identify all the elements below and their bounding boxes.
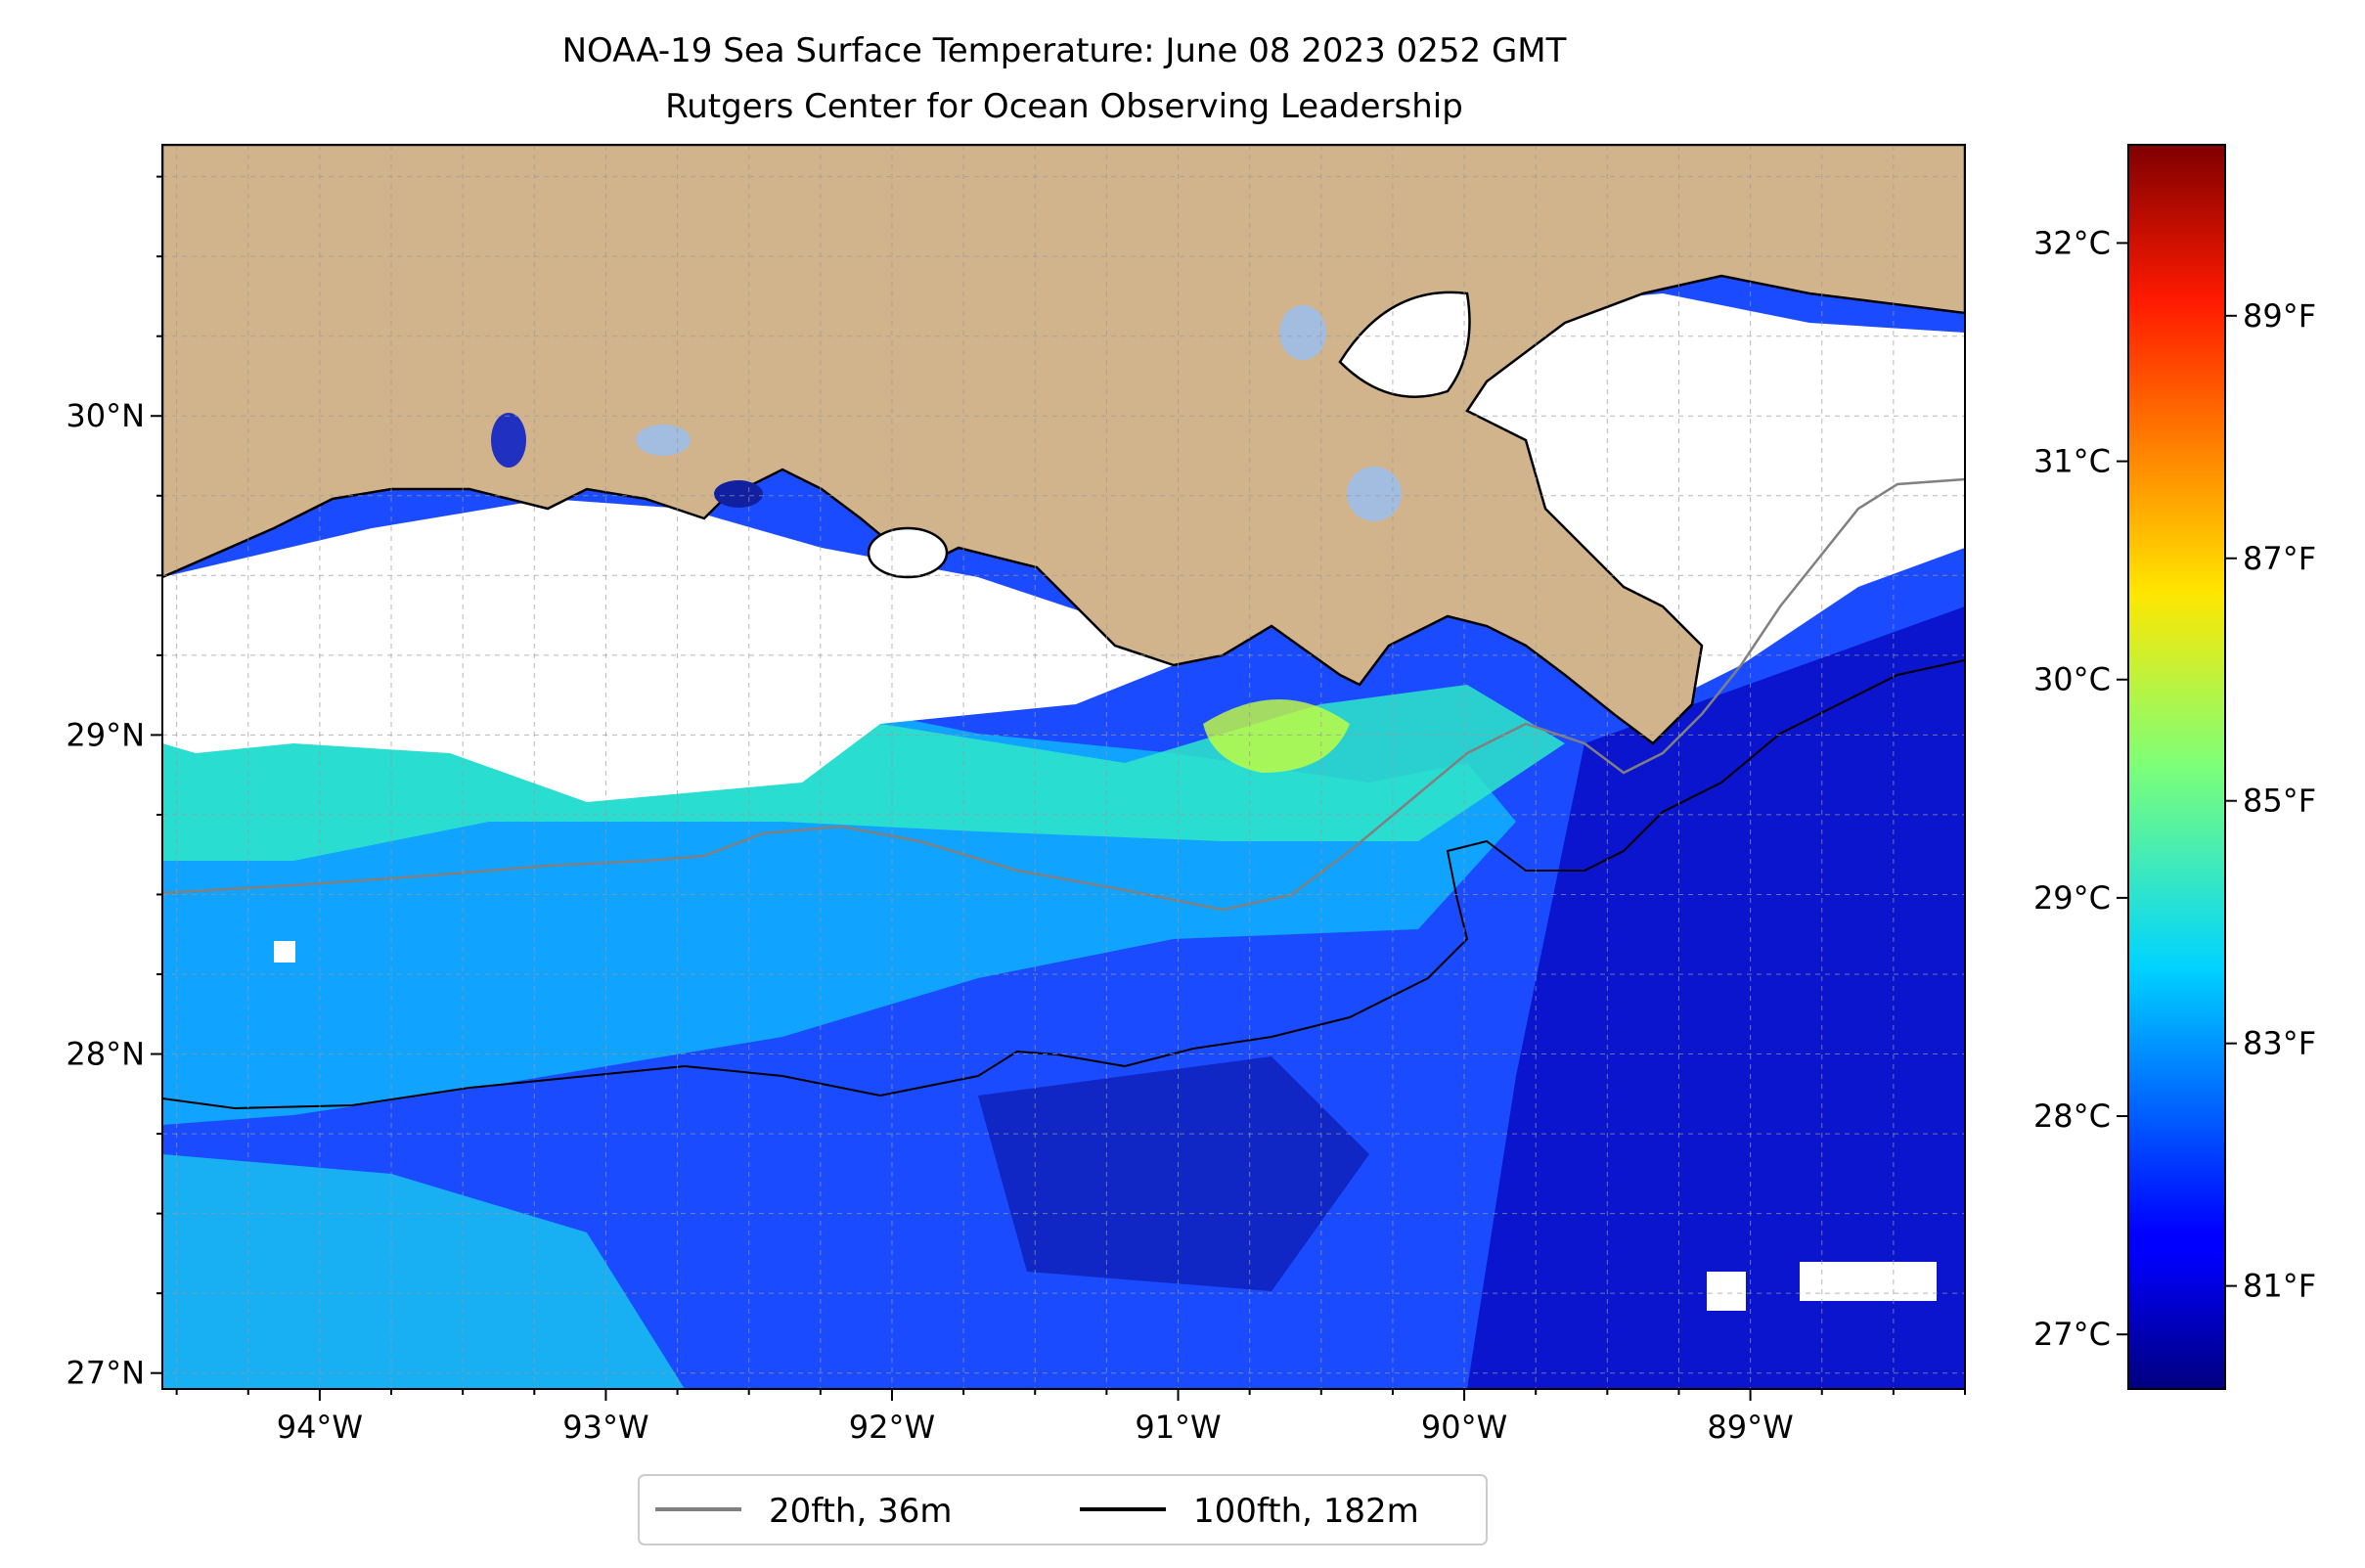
colorbar-fahrenheit-label: 83°F <box>2243 1025 2316 1062</box>
lon-tick-label: 90°W <box>1421 1409 1507 1446</box>
colorbar-fahrenheit-label: 87°F <box>2243 540 2316 577</box>
latitude-axis: 27°N 28°N 29°N 30°N <box>66 175 162 1392</box>
lake-pontchartrain <box>1338 291 1471 398</box>
inland-lakes <box>491 291 1471 579</box>
title-line-2: Rutgers Center for Ocean Observing Leade… <box>665 87 1463 126</box>
sst-central-dark <box>978 1056 1369 1291</box>
lat-tick-label: 28°N <box>66 1036 145 1073</box>
colorbar-fahrenheit-label: 85°F <box>2243 783 2316 820</box>
colorbar-fahrenheit-label: 81°F <box>2243 1268 2316 1305</box>
lat-tick-label: 30°N <box>66 397 145 434</box>
cloud-patch-small <box>274 941 295 963</box>
colorbar: 27°C 28°C 29°C 30°C 31°C 32°C 81°F 83°F 85°F 87°… <box>2033 144 2316 1390</box>
colorbar-celsius-label: 32°C <box>2033 224 2111 261</box>
sst-east-dark <box>1467 606 1965 1389</box>
legend-label-20fth: 20fth, 36m <box>769 1492 953 1531</box>
lake-inland-3 <box>714 480 763 508</box>
title-line-1: NOAA-19 Sea Surface Temperature: June 08… <box>562 31 1567 70</box>
legend-label-100fth: 100fth, 182m <box>1193 1492 1419 1531</box>
colorbar-celsius-label: 28°C <box>2033 1098 2111 1135</box>
map-area <box>162 145 1965 1389</box>
colorbar-fahrenheit-ticks: 81°F 83°F 85°F 87°F 89°F <box>2225 297 2316 1305</box>
colorbar-celsius-label: 30°C <box>2033 661 2111 698</box>
colorbar-celsius-label: 31°C <box>2033 443 2111 480</box>
contour-20fth <box>162 477 1965 912</box>
map-gridlines <box>162 145 1965 1389</box>
colorbar-celsius-ticks: 27°C 28°C 29°C 30°C 31°C 32°C <box>2033 224 2128 1353</box>
colorbar-celsius-label: 27°C <box>2033 1316 2111 1353</box>
contour-100fth <box>162 659 1965 1110</box>
lat-tick-label: 27°N <box>66 1355 145 1392</box>
lon-tick-label: 91°W <box>1135 1409 1221 1446</box>
lake-calcasieu <box>491 413 526 468</box>
lat-tick-label: 29°N <box>66 716 145 753</box>
land-mass <box>162 145 1965 745</box>
lake-maurepas <box>1279 305 1326 360</box>
map-frame <box>161 144 1966 1390</box>
lake-grand <box>867 526 949 579</box>
sst-southwest-cyan <box>162 1154 685 1389</box>
lon-tick-label: 94°W <box>277 1409 363 1446</box>
lon-tick-label: 92°W <box>849 1409 935 1446</box>
lake-inland-2 <box>636 425 691 456</box>
lake-inland-1 <box>1347 467 1402 521</box>
colorbar-fahrenheit-label: 89°F <box>2243 297 2316 335</box>
cloud-patch-south-2 <box>1707 1272 1746 1311</box>
colorbar-celsius-label: 29°C <box>2033 879 2111 917</box>
legend-box <box>638 1474 1488 1546</box>
sst-hot-spot <box>1203 699 1350 773</box>
colorbar-gradient <box>2127 144 2226 1390</box>
lon-tick-label: 89°W <box>1707 1409 1793 1446</box>
lon-tick-label: 93°W <box>562 1409 648 1446</box>
cloud-patch-south <box>1800 1262 1937 1301</box>
legend: 20fth, 36m 100fth, 182m <box>638 1474 1488 1546</box>
longitude-axis: 94°W 93°W 92°W 91°W 90°W 89°W <box>175 1389 1966 1446</box>
